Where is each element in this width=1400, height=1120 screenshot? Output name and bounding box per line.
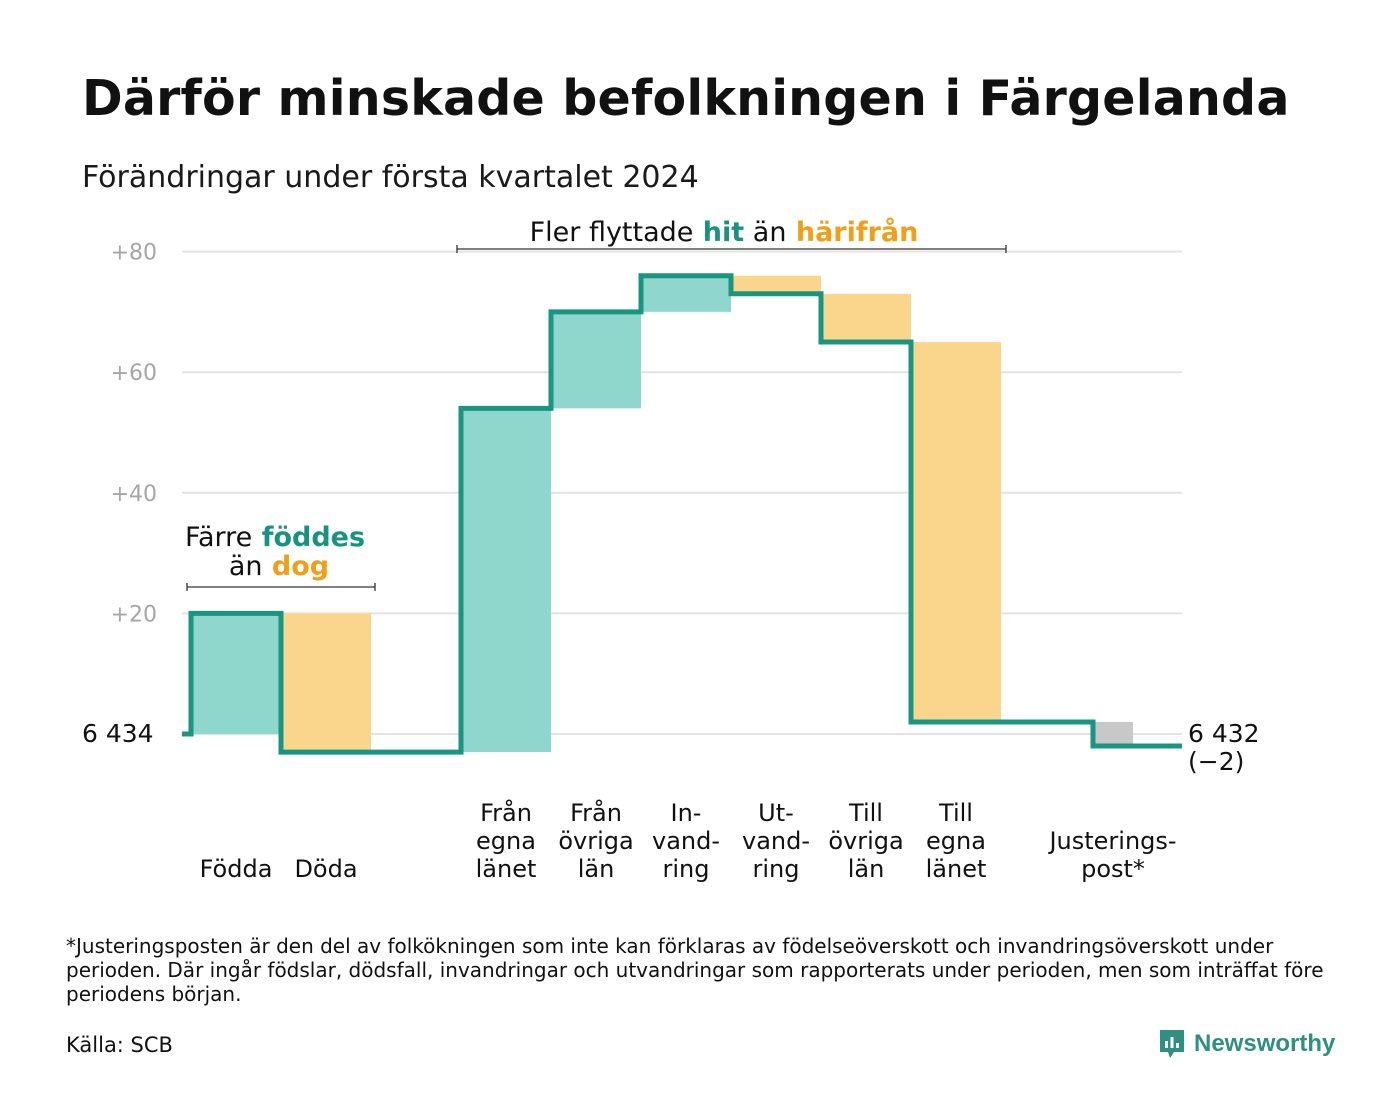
annotation-text: Fler flyttade — [530, 217, 694, 248]
category-label: vand- — [652, 827, 720, 855]
y-tick-label: +60 — [111, 361, 157, 386]
migration-annotation: Fler flyttade hit än härifrån — [530, 216, 919, 248]
annotation-teal-text: föddes — [252, 522, 365, 553]
category-label: Från — [480, 798, 532, 827]
category-label: vand- — [742, 827, 810, 855]
waterfall-bar-inflow — [641, 275, 731, 312]
chart-subtitle: Förändringar under första kvartalet 2024 — [82, 160, 699, 195]
category-label: län — [578, 855, 615, 883]
births-annotation-line2: än dog — [229, 551, 329, 582]
brand-name: Newsworthy — [1194, 1030, 1336, 1057]
end-change-label: (−2) — [1188, 747, 1244, 776]
category-label: Från — [570, 798, 622, 827]
annotation-text: än — [744, 217, 786, 248]
start-value-label: 6 434 — [82, 719, 154, 748]
y-tick-label: +80 — [111, 241, 157, 266]
category-label: övriga — [558, 827, 633, 855]
waterfall-bar-outflow — [911, 342, 1001, 722]
category-label: egna — [926, 827, 986, 855]
category-label: övriga — [828, 827, 903, 855]
category-label: egna — [476, 827, 536, 855]
end-value-label: 6 432 — [1188, 719, 1260, 748]
category-label: Justerings- — [1047, 827, 1176, 855]
annotation-text: än — [229, 551, 263, 582]
category-label: län — [848, 855, 885, 883]
category-label: Födda — [200, 855, 273, 883]
chart-title: Därför minskade befolkningen i Färgeland… — [82, 70, 1290, 127]
category-label: Till — [938, 799, 973, 827]
waterfall-bar-inflow — [461, 408, 551, 753]
category-label: In- — [671, 799, 702, 827]
category-label: Till — [848, 799, 883, 827]
category-label: post* — [1081, 855, 1145, 883]
waterfall-bar-outflow — [821, 293, 911, 343]
newsworthy-logo-icon — [1160, 1030, 1184, 1058]
category-label: ring — [753, 855, 800, 883]
category-label: ring — [663, 855, 710, 883]
category-label: Döda — [294, 855, 357, 883]
waterfall-bar-outflow — [281, 613, 371, 753]
brand-logo: Newsworthy — [1158, 1028, 1335, 1060]
births-annotation-line1: Färre föddes — [185, 522, 365, 553]
category-label: länet — [926, 855, 987, 883]
annotation-text: Färre — [185, 522, 252, 553]
footnote: *Justeringsposten är den del av folkökni… — [66, 934, 1324, 1006]
waterfall-bar-inflow — [551, 311, 641, 409]
waterfall-chart: +20+40+60+806 434 6 432(−2)Födda DödaFråne… — [82, 216, 1260, 883]
category-label: länet — [476, 855, 537, 883]
waterfall-bar-inflow — [191, 613, 281, 734]
annotation-teal-text: hit — [693, 217, 744, 248]
category-label: Ut- — [758, 799, 794, 827]
source-label: Källa: SCB — [66, 1033, 173, 1057]
annotation-orange-text: härifrån — [786, 216, 918, 248]
y-tick-label: +40 — [111, 482, 157, 507]
waterfall-bar-outflow — [731, 275, 821, 294]
annotation-orange-text: dog — [263, 551, 330, 582]
waterfall-bar-adjustment — [1093, 721, 1133, 747]
y-tick-label: +20 — [111, 602, 157, 627]
cumulative-step-line — [182, 273, 1182, 755]
